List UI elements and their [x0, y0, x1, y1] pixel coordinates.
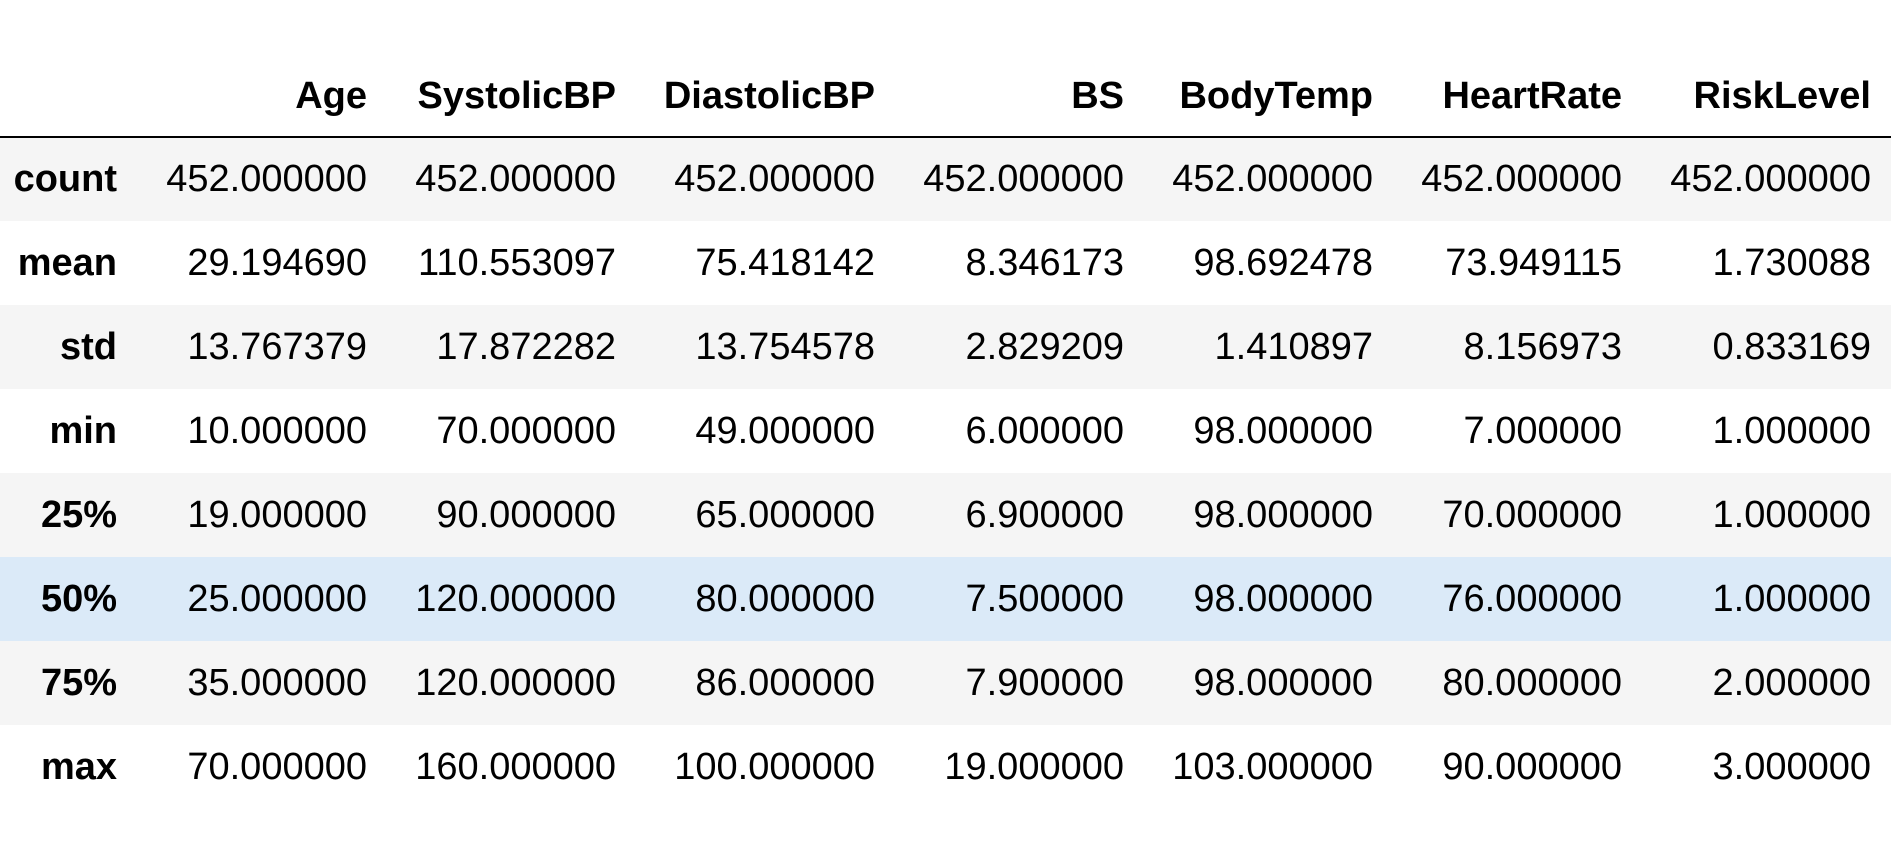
table-cell: 160.000000 [415, 745, 616, 788]
table-cell: 6.000000 [965, 409, 1125, 452]
table-cell: 7.900000 [965, 661, 1125, 704]
table-row: std 13.767379 17.872282 13.754578 2.829209 1.… [0, 305, 1891, 389]
dataframe-output: Age SystolicBP DiastolicBP BS BodyTemp H… [0, 56, 1891, 809]
row-label: 25% [40, 493, 117, 536]
header-row: Age SystolicBP DiastolicBP BS BodyTemp H… [0, 56, 1891, 138]
column-header: RiskLevel [1642, 56, 1891, 138]
table-cell: 3.000000 [1712, 745, 1872, 788]
table-row: 75% 35.000000 120.000000 86.000000 7.900000 9… [0, 641, 1891, 725]
table-cell: 1.000000 [1712, 409, 1872, 452]
table-cell: 76.000000 [1442, 577, 1622, 620]
table-cell: 8.346173 [965, 241, 1125, 284]
table-row: 50% 25.000000 120.000000 80.000000 7.500000 9… [0, 557, 1891, 641]
table-cell: 1.410897 [1214, 325, 1374, 368]
index-header-cell [0, 56, 137, 138]
table-cell: 13.754578 [695, 325, 875, 368]
column-header: Age [137, 56, 387, 138]
table-cell: 7.000000 [1463, 409, 1623, 452]
table-cell: 452.000000 [415, 158, 616, 200]
table-body: count 452.000000 452.000000 452.000000 452.0… [0, 137, 1891, 809]
table-cell: 6.900000 [965, 493, 1125, 536]
row-label: std [60, 325, 117, 368]
table-cell: 13.767379 [187, 325, 367, 368]
table-row: min 10.000000 70.000000 49.000000 6.000000 98… [0, 389, 1891, 473]
table-cell: 452.000000 [923, 158, 1124, 200]
table-cell: 452.000000 [674, 158, 875, 200]
row-label: mean [17, 241, 117, 284]
table-cell: 70.000000 [187, 745, 367, 788]
table-cell: 90.000000 [1442, 745, 1622, 788]
table-cell: 17.872282 [436, 325, 616, 368]
column-header: BodyTemp [1144, 56, 1393, 138]
column-header: HeartRate [1393, 56, 1642, 138]
table-cell: 452.000000 [166, 158, 367, 200]
table-cell: 35.000000 [187, 661, 367, 704]
table-cell: 19.000000 [944, 745, 1124, 788]
table-cell: 25.000000 [187, 577, 367, 620]
table-row: max 70.000000 160.000000 100.000000 19.00000… [0, 725, 1891, 809]
table-cell: 1.730088 [1712, 241, 1872, 284]
table-cell: 75.418142 [695, 241, 875, 284]
table-row: 25% 19.000000 90.000000 65.000000 6.900000 98… [0, 473, 1891, 557]
row-label: 50% [40, 577, 117, 620]
table-cell: 70.000000 [436, 409, 616, 452]
row-label: max [40, 745, 117, 788]
describe-table: Age SystolicBP DiastolicBP BS BodyTemp H… [0, 56, 1891, 809]
table-cell: 103.000000 [1172, 745, 1373, 788]
table-cell: 98.692478 [1193, 241, 1373, 284]
table-cell: 8.156973 [1463, 325, 1623, 368]
column-header: SystolicBP [387, 56, 636, 138]
table-cell: 98.000000 [1193, 493, 1373, 536]
table-cell: 1.000000 [1712, 493, 1872, 536]
table-cell: 452.000000 [1172, 158, 1373, 200]
row-label: 75% [40, 661, 117, 704]
table-cell: 65.000000 [695, 493, 875, 536]
table-row: mean 29.194690 110.553097 75.418142 8.346173… [0, 221, 1891, 305]
table-cell: 73.949115 [1445, 241, 1622, 284]
table-cell: 110.553097 [418, 241, 616, 284]
table-cell: 452.000000 [1670, 158, 1871, 200]
row-label: min [49, 409, 117, 452]
table-cell: 86.000000 [695, 661, 875, 704]
table-cell: 98.000000 [1193, 661, 1373, 704]
table-cell: 452.000000 [1421, 158, 1622, 200]
table-cell: 10.000000 [187, 409, 367, 452]
table-cell: 80.000000 [1442, 661, 1622, 704]
table-cell: 120.000000 [415, 577, 616, 620]
table-row: count 452.000000 452.000000 452.000000 452.0… [0, 137, 1891, 221]
table-cell: 7.500000 [965, 577, 1125, 620]
column-header: DiastolicBP [636, 56, 895, 138]
table-header: Age SystolicBP DiastolicBP BS BodyTemp H… [0, 56, 1891, 138]
table-cell: 80.000000 [695, 577, 875, 620]
table-cell: 19.000000 [187, 493, 367, 536]
row-label: count [13, 158, 117, 200]
table-cell: 90.000000 [436, 493, 616, 536]
table-cell: 0.833169 [1712, 325, 1872, 368]
table-cell: 2.829209 [965, 325, 1125, 368]
table-cell: 120.000000 [415, 661, 616, 704]
table-cell: 49.000000 [695, 409, 875, 452]
table-cell: 29.194690 [187, 241, 367, 284]
table-cell: 1.000000 [1712, 577, 1872, 620]
table-cell: 70.000000 [1442, 493, 1622, 536]
table-cell: 2.000000 [1712, 661, 1872, 704]
table-cell: 100.000000 [674, 745, 875, 788]
table-cell: 98.000000 [1193, 577, 1373, 620]
column-header: BS [895, 56, 1144, 138]
table-cell: 98.000000 [1193, 409, 1373, 452]
